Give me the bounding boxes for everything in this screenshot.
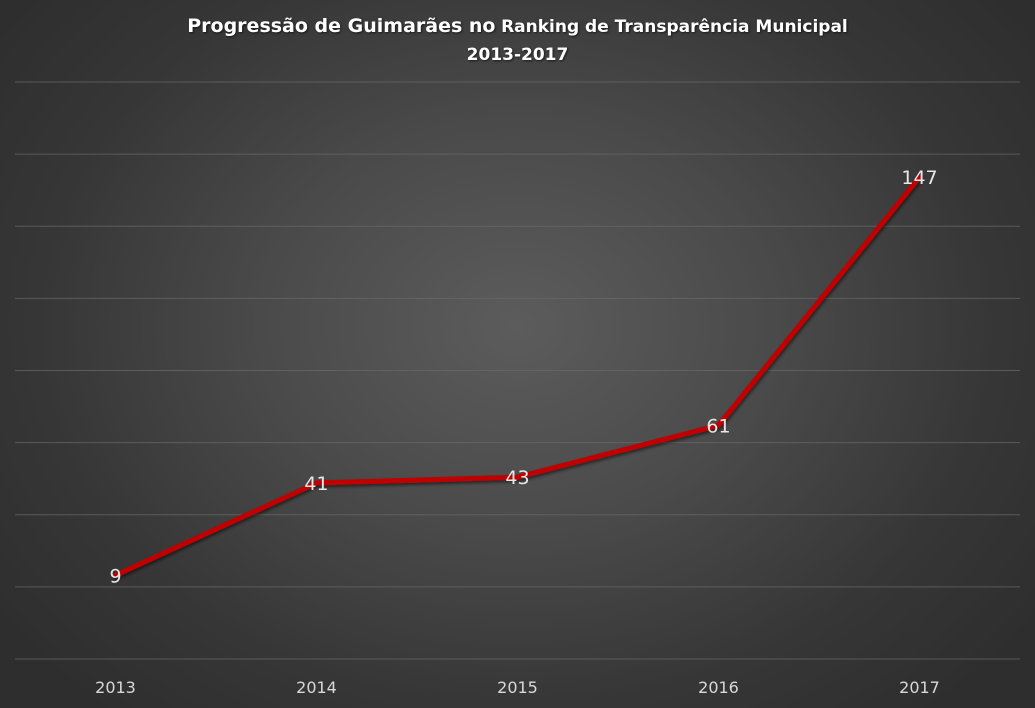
chart-title: Progressão de Guimarães no Ranking de Tr…	[0, 12, 1035, 69]
x-tick-label: 2013	[95, 678, 136, 697]
chart-title-part2: Ranking de Transparência Municipal	[501, 17, 848, 37]
x-tick-label: 2017	[899, 678, 940, 697]
data-label: 41	[304, 473, 328, 495]
data-label: 61	[706, 415, 730, 437]
data-label: 43	[505, 467, 529, 489]
x-tick-label: 2016	[698, 678, 739, 697]
data-labels: 9 41 43 61 147	[109, 167, 937, 587]
x-axis: 2013 2014 2015 2016 2017	[95, 678, 940, 697]
data-label: 9	[109, 565, 121, 587]
series-group	[113, 174, 922, 578]
series-line	[113, 174, 922, 578]
chart-title-part1: Progressão de Guimarães no	[187, 15, 496, 37]
x-tick-label: 2014	[296, 678, 337, 697]
data-label: 147	[901, 167, 937, 189]
gridlines	[15, 81, 1020, 660]
chart-subtitle: 2013-2017	[466, 45, 569, 65]
x-tick-label: 2015	[497, 678, 538, 697]
